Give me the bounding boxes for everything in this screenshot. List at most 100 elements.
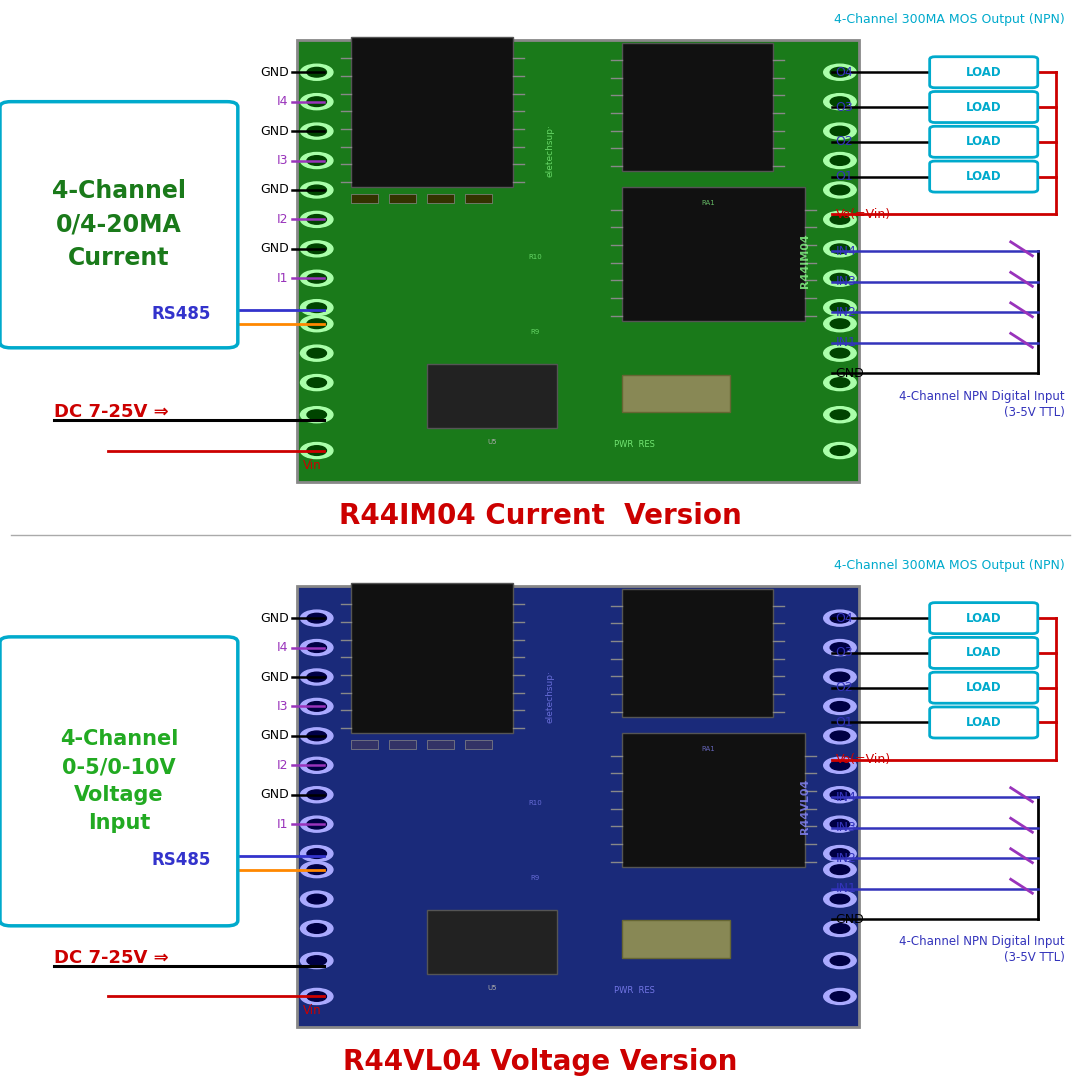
- Circle shape: [830, 702, 850, 711]
- Circle shape: [824, 442, 856, 458]
- Circle shape: [307, 991, 326, 1001]
- Text: O3: O3: [836, 101, 853, 114]
- Circle shape: [301, 640, 333, 655]
- Circle shape: [830, 97, 850, 107]
- Circle shape: [307, 923, 326, 933]
- Text: U5: U5: [488, 439, 496, 444]
- Circle shape: [830, 613, 850, 623]
- Text: GND: GND: [259, 788, 289, 801]
- Circle shape: [830, 445, 850, 455]
- Text: 4-Channel NPN Digital Input
(3-5V TTL): 4-Channel NPN Digital Input (3-5V TTL): [899, 389, 1065, 418]
- Circle shape: [301, 406, 333, 423]
- Text: LOAD: LOAD: [966, 66, 1001, 79]
- Circle shape: [307, 731, 326, 740]
- FancyBboxPatch shape: [930, 707, 1038, 738]
- Circle shape: [301, 610, 333, 626]
- Text: I2: I2: [277, 759, 289, 772]
- Text: RS485: RS485: [151, 305, 211, 323]
- Circle shape: [301, 862, 333, 878]
- FancyBboxPatch shape: [389, 193, 416, 203]
- Circle shape: [824, 182, 856, 198]
- Circle shape: [830, 410, 850, 419]
- Circle shape: [830, 67, 850, 77]
- Text: R9: R9: [531, 329, 539, 335]
- Circle shape: [830, 672, 850, 682]
- Circle shape: [307, 643, 326, 653]
- Text: GND: GND: [259, 184, 289, 197]
- Circle shape: [824, 891, 856, 907]
- Circle shape: [307, 156, 326, 165]
- Text: RA1: RA1: [702, 200, 715, 206]
- Text: IN2: IN2: [836, 306, 856, 319]
- Circle shape: [307, 613, 326, 623]
- FancyBboxPatch shape: [297, 40, 859, 482]
- Circle shape: [301, 316, 333, 332]
- Text: LOAD: LOAD: [966, 716, 1001, 729]
- Circle shape: [824, 375, 856, 390]
- Circle shape: [301, 758, 333, 773]
- Circle shape: [830, 760, 850, 770]
- Text: IN3: IN3: [836, 276, 856, 289]
- FancyBboxPatch shape: [0, 637, 238, 925]
- FancyBboxPatch shape: [622, 43, 773, 171]
- Text: R44VL04: R44VL04: [800, 779, 811, 835]
- Circle shape: [830, 790, 850, 800]
- Circle shape: [830, 956, 850, 965]
- FancyBboxPatch shape: [389, 739, 416, 749]
- Text: IN1: IN1: [836, 882, 856, 895]
- Circle shape: [307, 97, 326, 107]
- Circle shape: [824, 94, 856, 109]
- FancyBboxPatch shape: [351, 38, 513, 187]
- Text: I2: I2: [277, 213, 289, 226]
- FancyBboxPatch shape: [930, 92, 1038, 122]
- Circle shape: [301, 816, 333, 832]
- Text: GND: GND: [259, 730, 289, 743]
- Text: R44IM04: R44IM04: [800, 233, 811, 289]
- Circle shape: [830, 731, 850, 740]
- Circle shape: [824, 299, 856, 316]
- Circle shape: [830, 244, 850, 254]
- Text: O4: O4: [836, 612, 853, 625]
- Circle shape: [824, 316, 856, 332]
- Circle shape: [830, 865, 850, 875]
- Circle shape: [301, 123, 333, 139]
- Circle shape: [307, 819, 326, 829]
- Circle shape: [301, 270, 333, 286]
- Text: DC 7-25V ⇒: DC 7-25V ⇒: [54, 403, 169, 421]
- Circle shape: [824, 920, 856, 936]
- Circle shape: [824, 758, 856, 773]
- FancyBboxPatch shape: [930, 638, 1038, 668]
- Text: IN4: IN4: [836, 791, 856, 804]
- Circle shape: [830, 923, 850, 933]
- Circle shape: [307, 894, 326, 904]
- FancyBboxPatch shape: [930, 56, 1038, 88]
- Circle shape: [830, 273, 850, 283]
- Text: 4-Channel NPN Digital Input
(3-5V TTL): 4-Channel NPN Digital Input (3-5V TTL): [899, 935, 1065, 964]
- Text: GND: GND: [836, 912, 865, 926]
- Text: PWR  RES: PWR RES: [614, 440, 655, 450]
- FancyBboxPatch shape: [0, 102, 238, 348]
- Circle shape: [824, 988, 856, 1004]
- Circle shape: [824, 698, 856, 715]
- FancyBboxPatch shape: [930, 602, 1038, 633]
- Text: O1: O1: [836, 170, 853, 183]
- FancyBboxPatch shape: [622, 920, 730, 958]
- Circle shape: [824, 669, 856, 685]
- Circle shape: [307, 377, 326, 387]
- Circle shape: [824, 816, 856, 832]
- Text: I4: I4: [277, 641, 289, 654]
- Circle shape: [301, 787, 333, 803]
- FancyBboxPatch shape: [351, 584, 513, 733]
- Circle shape: [301, 375, 333, 390]
- Text: Vin: Vin: [303, 1004, 321, 1017]
- Text: eletechsup·: eletechsup·: [546, 124, 555, 177]
- Text: O4: O4: [836, 66, 853, 79]
- Text: R10: R10: [529, 800, 542, 805]
- Text: eletechsup·: eletechsup·: [546, 670, 555, 723]
- Text: Vin: Vin: [303, 458, 321, 471]
- Text: RS485: RS485: [151, 851, 211, 869]
- Text: U5: U5: [488, 985, 496, 990]
- Circle shape: [307, 410, 326, 419]
- FancyBboxPatch shape: [427, 739, 454, 749]
- Text: I4: I4: [277, 95, 289, 108]
